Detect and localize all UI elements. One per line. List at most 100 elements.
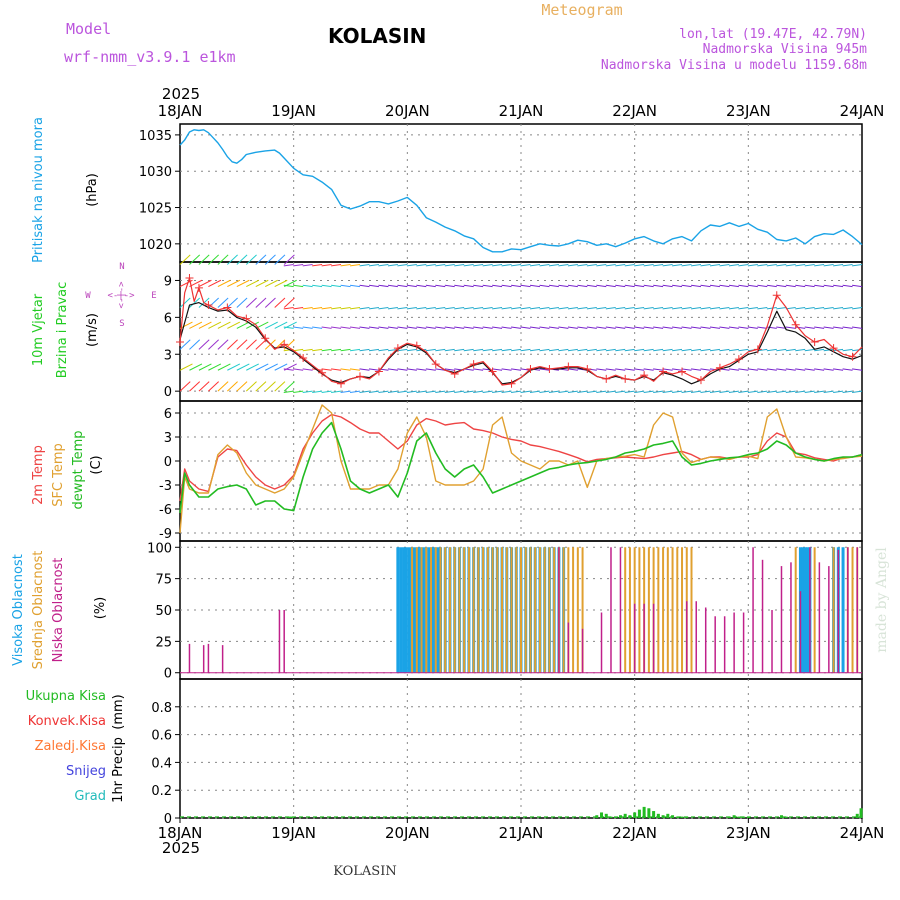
wind-direction-barb bbox=[416, 284, 427, 288]
wind-direction-barb bbox=[321, 263, 332, 267]
wind-direction-barb bbox=[463, 263, 474, 267]
wind-direction-barb bbox=[501, 348, 512, 352]
wind-direction-barb bbox=[245, 339, 257, 350]
wind-direction-barb bbox=[274, 381, 286, 392]
wind-direction-barb bbox=[189, 339, 201, 350]
wind-direction-barb bbox=[681, 263, 692, 267]
wind-direction-barb bbox=[719, 284, 730, 288]
wind-direction-barb bbox=[766, 307, 777, 310]
wind-direction-barb bbox=[520, 326, 531, 329]
wind-direction-barb bbox=[681, 348, 692, 352]
wind-direction-barb bbox=[302, 326, 313, 329]
wind-direction-barb bbox=[425, 390, 436, 394]
wind-direction-barb bbox=[624, 348, 635, 352]
wind-direction-barb bbox=[302, 348, 313, 352]
wind-direction-barb bbox=[804, 390, 815, 394]
wind-direction-barb bbox=[634, 326, 645, 329]
wind-direction-barb bbox=[842, 284, 853, 288]
wind-direction-barb bbox=[548, 263, 559, 267]
wind-direction-barb bbox=[596, 307, 607, 310]
wind-direction-barb bbox=[473, 326, 484, 329]
wind-direction-barb bbox=[539, 390, 550, 394]
wind-direction-barb bbox=[823, 284, 834, 288]
temp-sfc-line bbox=[179, 404, 863, 534]
wind-speed-marker bbox=[412, 341, 421, 350]
wind-direction-barb bbox=[738, 263, 749, 267]
cloud-unit: (%) bbox=[93, 597, 108, 620]
wind-direction-barb bbox=[700, 390, 711, 394]
wind-direction-barb bbox=[852, 368, 863, 371]
wind-direction-barb bbox=[416, 263, 427, 267]
wind-direction-barb bbox=[406, 348, 417, 352]
wind-direction-barb bbox=[842, 368, 853, 371]
wind-direction-barb bbox=[624, 284, 635, 288]
wind-direction-barb bbox=[747, 284, 758, 288]
model-label: Model bbox=[66, 20, 111, 38]
wind-direction-barb bbox=[435, 368, 446, 371]
wind-direction-barb bbox=[359, 326, 370, 329]
y-tick-label: 1020 bbox=[139, 238, 172, 253]
wind-direction-barb bbox=[406, 284, 417, 288]
wind-direction-barb bbox=[719, 307, 730, 310]
wind-speed-marker bbox=[829, 344, 838, 353]
wind-direction-barb bbox=[189, 254, 201, 265]
wind-direction-barb bbox=[227, 321, 241, 329]
wind-direction-barb bbox=[624, 263, 635, 267]
wind-direction-barb bbox=[643, 348, 654, 352]
wind-direction-barb bbox=[312, 390, 323, 394]
wind-direction-barb bbox=[804, 368, 815, 371]
wind-direction-barb bbox=[340, 307, 351, 310]
wind-direction-barb bbox=[198, 381, 210, 392]
wind-direction-barb bbox=[454, 284, 465, 288]
wind-direction-barb bbox=[690, 263, 702, 267]
wind-speed-marker bbox=[355, 372, 364, 381]
y-tick-label: 9 bbox=[164, 274, 172, 289]
wind-direction-barb bbox=[852, 263, 863, 267]
wind-direction-barb bbox=[359, 348, 370, 352]
wind-direction-barb bbox=[577, 263, 588, 267]
wind-direction-barb bbox=[852, 307, 863, 310]
wind-direction-barb bbox=[435, 348, 446, 352]
precip-unit: (mm) bbox=[111, 694, 126, 729]
wind-direction-barb bbox=[605, 390, 616, 394]
wind-direction-barb bbox=[795, 390, 806, 394]
wind-direction-barb bbox=[653, 307, 664, 310]
wind-direction-barb bbox=[833, 263, 844, 267]
wind-direction-barb bbox=[643, 368, 654, 371]
wind-direction-barb bbox=[501, 263, 512, 267]
wind-direction-barb bbox=[236, 279, 250, 288]
wind-direction-barb bbox=[454, 326, 465, 329]
wind-direction-barb bbox=[340, 326, 351, 329]
wind-direction-barb bbox=[757, 326, 768, 329]
wind-direction-barb bbox=[236, 254, 248, 265]
footer-station: KOLASIN bbox=[333, 864, 396, 879]
pressure-line bbox=[179, 129, 863, 253]
wind-direction-barb bbox=[567, 390, 578, 394]
wind-speed-marker bbox=[318, 368, 327, 377]
wind-direction-barb bbox=[539, 263, 550, 267]
wind-direction-barb bbox=[397, 368, 408, 371]
wind-direction-barb bbox=[643, 263, 654, 267]
wind-direction-barb bbox=[236, 297, 248, 308]
wind-direction-barb bbox=[700, 284, 711, 288]
wind-direction-barb bbox=[482, 284, 493, 288]
x-tick-label-top: 21JAN bbox=[499, 102, 544, 120]
pressure-ylabel: Pritisak na nivou mora bbox=[31, 117, 46, 263]
wind-direction-barb bbox=[709, 263, 720, 267]
wind-direction-barb bbox=[349, 326, 361, 329]
wind-direction-barb bbox=[558, 307, 569, 310]
wind-direction-barb bbox=[331, 390, 342, 394]
y-tick-label: 0.4 bbox=[151, 756, 172, 771]
wind-direction-barb bbox=[605, 368, 616, 371]
wind-direction-barb bbox=[378, 307, 389, 310]
wind-direction-barb bbox=[624, 390, 635, 394]
wind-direction-barb bbox=[425, 348, 436, 352]
wind-direction-barb bbox=[492, 307, 503, 310]
precip-total-bar bbox=[784, 816, 788, 818]
wind-direction-barb bbox=[539, 368, 550, 371]
wind-direction-barb bbox=[397, 326, 408, 329]
wind-direction-barb bbox=[728, 307, 739, 310]
wind-direction-barb bbox=[738, 326, 749, 329]
wind-direction-barb bbox=[634, 284, 645, 288]
wind-direction-barb bbox=[567, 348, 578, 352]
